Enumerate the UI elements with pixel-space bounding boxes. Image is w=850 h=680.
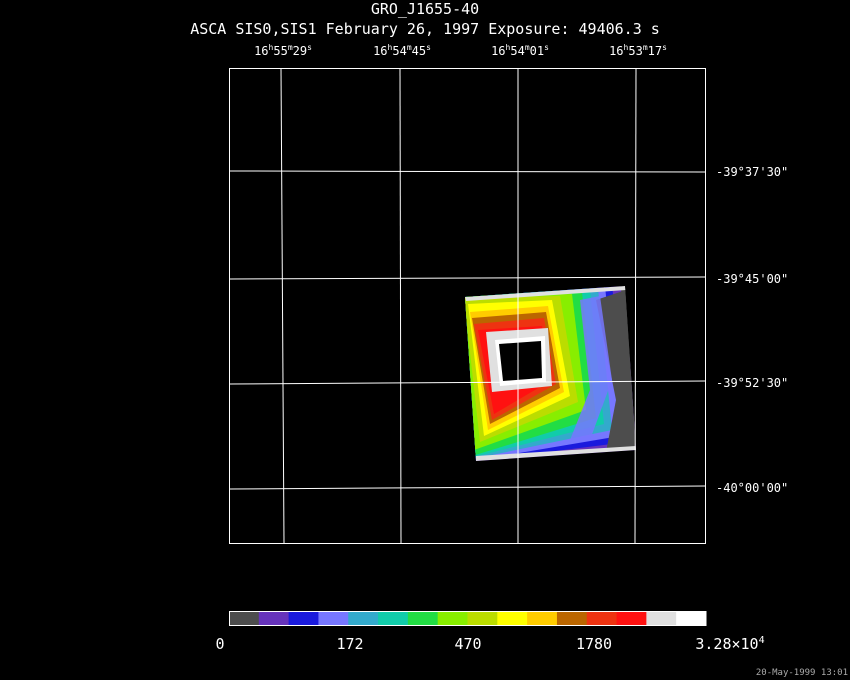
dec-tick-label: -39°45'00" bbox=[716, 272, 789, 286]
colorbar-label: 1780 bbox=[575, 635, 613, 653]
colorbar-swatch bbox=[348, 611, 379, 626]
colorbar-label: 470 bbox=[454, 635, 482, 653]
colorbar-swatch bbox=[616, 611, 647, 626]
colorbar-label: 0 bbox=[215, 635, 225, 653]
image-subtitle: ASCA SIS0,SIS1 February 26, 1997 Exposur… bbox=[190, 20, 660, 38]
colorbar-swatch bbox=[318, 611, 349, 626]
colorbar-swatch bbox=[378, 611, 409, 626]
colorbar-swatch bbox=[676, 611, 707, 626]
colorbar-swatch bbox=[497, 611, 528, 626]
colorbar-swatch bbox=[467, 611, 498, 626]
colorbar-border bbox=[229, 611, 706, 626]
coordinate-grid bbox=[228, 67, 706, 544]
ra-tick-label: 16h54m45s bbox=[373, 43, 431, 58]
colorbar-swatch bbox=[407, 611, 439, 626]
colorbar-swatch bbox=[229, 611, 260, 626]
detector-image bbox=[465, 286, 636, 461]
colorbar-swatch bbox=[586, 611, 618, 626]
colorbar-swatch bbox=[437, 611, 468, 626]
ra-tick-label: 16h53m17s bbox=[609, 43, 667, 58]
image-title: GRO_J1655-40 bbox=[370, 0, 480, 18]
colorbar-swatch bbox=[556, 611, 588, 626]
dec-tick-label: -39°52'30" bbox=[716, 376, 789, 390]
colorbar-max-label: 3.28×104 bbox=[695, 635, 765, 653]
colorbar-label: 172 bbox=[336, 635, 364, 653]
timestamp: 20-May-1999 13:01 bbox=[755, 668, 848, 678]
colorbar-swatch bbox=[527, 611, 558, 626]
colorbar-swatch bbox=[288, 611, 319, 626]
ra-tick-label: 16h55m29s bbox=[254, 43, 312, 58]
colorbar bbox=[229, 611, 707, 626]
colorbar-swatch bbox=[258, 611, 290, 626]
dec-tick-label: -40°00'00" bbox=[716, 481, 789, 495]
ra-tick-label: 16h54m01s bbox=[491, 43, 549, 58]
colorbar-swatch bbox=[646, 611, 677, 626]
dec-tick-label: -39°37'30" bbox=[716, 165, 789, 179]
